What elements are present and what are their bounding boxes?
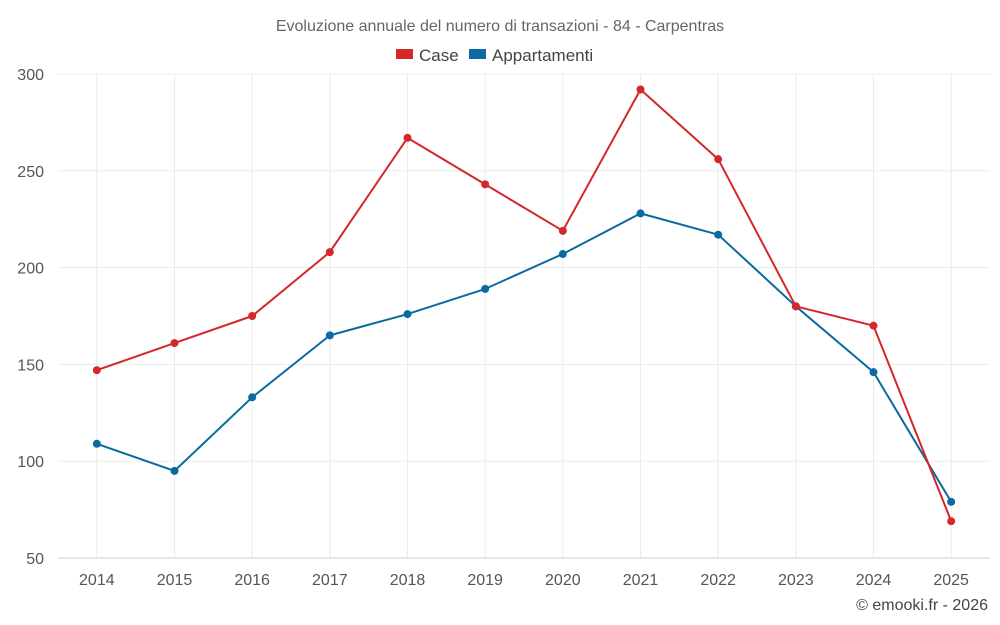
x-tick-label: 2022 bbox=[700, 572, 736, 589]
point-case-2024[interactable] bbox=[869, 321, 878, 330]
point-case-2018[interactable] bbox=[403, 133, 412, 142]
y-tick-label: 100 bbox=[17, 454, 44, 471]
point-case-2021[interactable] bbox=[636, 85, 645, 94]
legend-label-appartamenti[interactable]: Appartamenti bbox=[492, 46, 593, 65]
y-tick-label: 200 bbox=[17, 261, 44, 278]
credit-text: © emooki.fr - 2026 bbox=[856, 597, 988, 614]
point-case-2020[interactable] bbox=[558, 226, 567, 235]
point-appartamenti-2020[interactable] bbox=[558, 250, 567, 259]
y-tick-label: 300 bbox=[17, 67, 44, 84]
point-appartamenti-2024[interactable] bbox=[869, 368, 878, 377]
x-tick-label: 2024 bbox=[856, 572, 892, 589]
point-appartamenti-2022[interactable] bbox=[714, 230, 723, 239]
series-line-case bbox=[96, 88, 953, 522]
point-case-2017[interactable] bbox=[325, 248, 334, 257]
series-group bbox=[92, 85, 956, 526]
y-axis: 50 100 150 200 250 300 bbox=[17, 67, 44, 568]
x-tick-label: 2025 bbox=[933, 572, 969, 589]
point-appartamenti-2017[interactable] bbox=[325, 331, 334, 340]
point-appartamenti-2015[interactable] bbox=[170, 466, 179, 475]
legend-swatch-appartamenti bbox=[469, 49, 486, 59]
x-tick-label: 2016 bbox=[234, 572, 270, 589]
point-case-2015[interactable] bbox=[170, 339, 179, 348]
point-appartamenti-2016[interactable] bbox=[248, 393, 257, 402]
point-appartamenti-2021[interactable] bbox=[636, 209, 645, 218]
x-tick-label: 2017 bbox=[312, 572, 348, 589]
point-case-2023[interactable] bbox=[791, 302, 800, 311]
point-case-2016[interactable] bbox=[248, 312, 257, 320]
legend-label-case[interactable]: Case bbox=[419, 46, 459, 65]
legend-swatch-case bbox=[396, 49, 413, 59]
point-case-2019[interactable] bbox=[481, 180, 490, 189]
point-appartamenti-2019[interactable] bbox=[481, 284, 490, 293]
gridlines bbox=[58, 73, 990, 559]
point-appartamenti-2025[interactable] bbox=[947, 497, 956, 506]
x-tick-label: 2023 bbox=[778, 572, 814, 589]
x-tick-label: 2014 bbox=[79, 572, 115, 589]
x-axis: 2014 2015 2016 2017 2018 2019 2020 2021 2022 2023… bbox=[58, 557, 990, 589]
y-tick-label: 250 bbox=[17, 164, 44, 181]
y-tick-label: 150 bbox=[17, 357, 44, 374]
x-tick-label: 2018 bbox=[390, 572, 426, 589]
point-appartamenti-2018[interactable] bbox=[403, 310, 412, 319]
chart-title: Evoluzione annuale del numero di transaz… bbox=[276, 18, 724, 35]
point-case-2014[interactable] bbox=[92, 366, 101, 375]
point-appartamenti-2014[interactable] bbox=[92, 439, 101, 448]
y-tick-label: 50 bbox=[26, 551, 44, 568]
x-tick-label: 2015 bbox=[157, 572, 193, 589]
series-line-appartamenti bbox=[96, 212, 953, 503]
point-case-2025[interactable] bbox=[947, 517, 956, 526]
legend: Case Appartamenti bbox=[396, 46, 593, 65]
x-tick-label: 2021 bbox=[623, 572, 659, 589]
x-tick-label: 2019 bbox=[467, 572, 503, 589]
x-tick-label: 2020 bbox=[545, 572, 581, 589]
point-case-2022[interactable] bbox=[714, 155, 723, 164]
